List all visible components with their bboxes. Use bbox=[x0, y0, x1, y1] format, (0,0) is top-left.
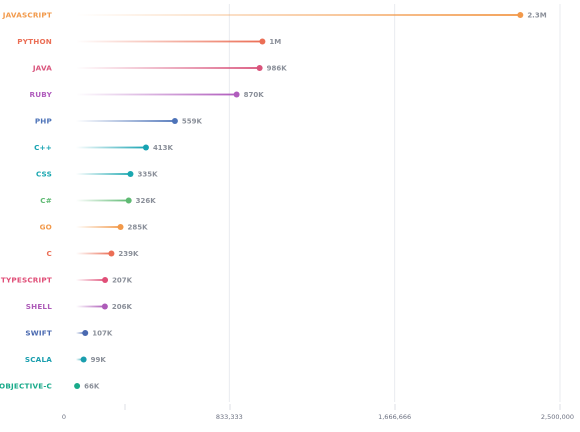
lollipop-stem bbox=[76, 40, 263, 43]
lollipop-point[interactable] bbox=[171, 118, 178, 124]
lollipop-point[interactable] bbox=[127, 171, 134, 177]
lollipop-stem bbox=[76, 199, 129, 202]
value-labels: 2.3M 1M 986K 870K 559K 413K 335K 326K 285K 239K 20… bbox=[84, 12, 547, 391]
lollipop-point[interactable] bbox=[125, 197, 132, 204]
lollipop-stem bbox=[76, 358, 84, 361]
value-label: 335K bbox=[137, 171, 158, 179]
lollipop-stem bbox=[76, 14, 521, 16]
value-label: 986K bbox=[267, 65, 288, 73]
category-label: CSS bbox=[36, 170, 52, 179]
x-tick-label: 833,333 bbox=[216, 413, 243, 421]
lollipop-stem bbox=[76, 146, 146, 149]
lollipop-point[interactable] bbox=[259, 38, 266, 45]
value-label: 559K bbox=[182, 118, 203, 126]
value-label: 206K bbox=[112, 303, 133, 311]
category-label: C# bbox=[40, 196, 52, 205]
lollipop-stem bbox=[76, 93, 237, 96]
value-label: 1M bbox=[269, 38, 281, 46]
category-label: SWIFT bbox=[25, 329, 52, 338]
value-label: 413K bbox=[153, 144, 174, 152]
x-axis-ticks: 0 833,333 1,666,666 2,500,000 bbox=[62, 404, 574, 421]
value-label: 239K bbox=[118, 250, 139, 258]
lollipop-stem bbox=[76, 305, 105, 308]
category-label: RUBY bbox=[30, 90, 53, 99]
x-tick-label: 0 bbox=[62, 413, 66, 421]
x-tick-label: 2,500,000 bbox=[541, 413, 574, 421]
lollipop-stem bbox=[76, 67, 260, 69]
value-label: 326K bbox=[136, 197, 157, 205]
category-label: GO bbox=[40, 223, 52, 232]
category-labels: JAVASCRIPT PYTHON JAVA RUBY PHP C++ CSS C# GO C TY… bbox=[0, 11, 53, 391]
lollipop-point[interactable] bbox=[517, 12, 524, 18]
lollipop-point[interactable] bbox=[80, 356, 87, 363]
lollipop-point[interactable] bbox=[142, 144, 149, 151]
lollipop-point[interactable] bbox=[101, 303, 108, 310]
lollipop-stem bbox=[76, 332, 86, 334]
lollipop-stems bbox=[74, 12, 524, 389]
lollipop-stem bbox=[76, 173, 131, 175]
value-label: 107K bbox=[92, 330, 113, 338]
lollipop-point[interactable] bbox=[74, 383, 81, 389]
lollipop-point[interactable] bbox=[256, 65, 263, 71]
category-label: JAVASCRIPT bbox=[2, 11, 52, 20]
value-label: 207K bbox=[112, 277, 133, 285]
value-label: 2.3M bbox=[527, 12, 546, 20]
category-label: SCALA bbox=[25, 355, 52, 364]
category-label: TYPESCRIPT bbox=[1, 276, 52, 285]
category-label: PHP bbox=[35, 117, 52, 126]
lollipop-stem bbox=[76, 120, 175, 122]
category-label: C++ bbox=[34, 143, 52, 152]
category-label: PYTHON bbox=[17, 37, 52, 46]
lollipop-point[interactable] bbox=[82, 330, 89, 336]
lollipop-point[interactable] bbox=[233, 91, 240, 98]
category-label: JAVA bbox=[32, 64, 52, 73]
category-label: C bbox=[47, 249, 52, 258]
value-label: 66K bbox=[84, 383, 100, 391]
lollipop-point[interactable] bbox=[108, 250, 115, 257]
category-label: SHELL bbox=[26, 302, 52, 311]
lollipop-point[interactable] bbox=[117, 224, 124, 230]
category-label: OBJECTIVE-C bbox=[0, 382, 52, 391]
lollipop-stem bbox=[76, 279, 106, 281]
value-label: 285K bbox=[128, 224, 149, 232]
lollipop-stem bbox=[76, 226, 121, 228]
x-tick-label: 1,666,666 bbox=[378, 413, 411, 421]
value-label: 870K bbox=[244, 91, 265, 99]
lollipop-point[interactable] bbox=[102, 277, 109, 283]
grid-lines bbox=[228, 4, 561, 402]
value-label: 99K bbox=[91, 356, 107, 364]
lollipop-stem bbox=[76, 252, 112, 255]
